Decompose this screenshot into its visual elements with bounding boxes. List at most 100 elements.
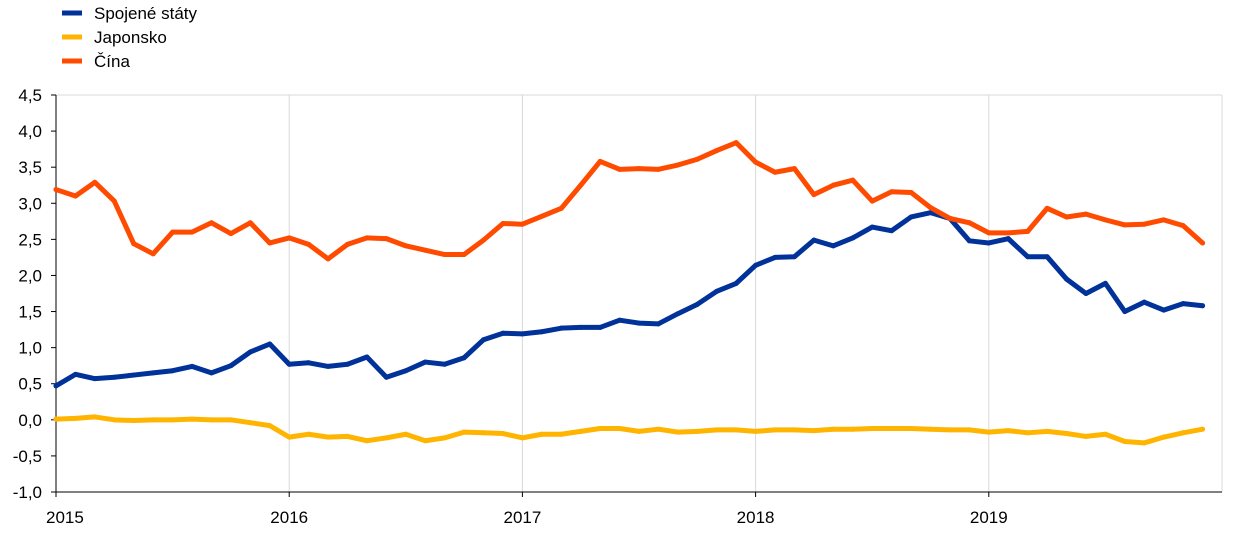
data-point — [228, 363, 234, 369]
data-point — [753, 159, 759, 165]
data-point — [1064, 214, 1070, 220]
data-point — [53, 383, 59, 389]
data-point — [733, 427, 739, 433]
y-tick-label: 3,0 — [18, 194, 42, 213]
data-point — [1064, 276, 1070, 282]
data-point — [345, 361, 350, 367]
legend-label: Japonsko — [94, 28, 167, 47]
data-point — [791, 166, 797, 172]
data-point — [92, 414, 98, 420]
y-tick-label: 4,0 — [18, 122, 42, 141]
y-tick-label: 2,0 — [18, 266, 42, 285]
data-point — [966, 220, 972, 226]
data-point — [1200, 240, 1206, 246]
data-point — [170, 368, 176, 374]
data-point — [208, 417, 214, 423]
y-axis: -1,0 -0,5 0,0 0,5 1,0 1,5 2,0 2,5 3,0 3,5 4,0 4,5 — [13, 86, 57, 502]
data-point — [364, 354, 370, 360]
data-point — [461, 252, 467, 258]
data-point — [1180, 430, 1186, 436]
y-tick-label: 3,5 — [18, 158, 42, 177]
data-point — [1083, 211, 1089, 217]
data-point — [247, 420, 253, 426]
data-point — [539, 329, 545, 335]
data-point — [1161, 217, 1167, 223]
data-point — [1044, 428, 1050, 434]
data-point — [247, 220, 253, 226]
series-line — [53, 140, 1206, 262]
data-point — [617, 166, 623, 172]
series-group — [53, 414, 1206, 446]
data-point — [170, 229, 176, 235]
data-point — [753, 428, 759, 434]
data-point — [694, 428, 700, 434]
data-point — [1200, 303, 1206, 309]
data-point — [442, 252, 448, 258]
data-point — [830, 426, 836, 432]
data-point — [675, 429, 681, 435]
data-point — [772, 254, 778, 260]
data-point — [461, 429, 467, 435]
data-point — [228, 417, 234, 423]
y-tick-label: 0,0 — [18, 411, 42, 430]
data-point — [947, 427, 953, 433]
data-point — [325, 434, 331, 440]
data-point — [908, 425, 914, 431]
data-point — [655, 426, 661, 432]
series-group — [53, 140, 1206, 262]
data-point — [558, 431, 564, 437]
series-group — [53, 210, 1206, 389]
data-point — [442, 361, 448, 367]
data-point — [869, 198, 875, 204]
data-point — [1005, 230, 1011, 236]
data-point — [228, 231, 234, 237]
data-point — [636, 166, 642, 172]
data-point — [908, 214, 914, 220]
data-point — [617, 317, 623, 323]
data-point — [111, 417, 117, 423]
data-point — [383, 435, 389, 441]
data-point — [247, 349, 253, 355]
data-point — [1025, 430, 1031, 436]
data-point — [578, 428, 584, 434]
y-tick-label: 1,5 — [18, 303, 42, 322]
data-point — [403, 243, 409, 249]
data-point — [131, 418, 137, 424]
data-point — [383, 236, 389, 242]
data-point — [150, 417, 156, 423]
data-point — [1122, 222, 1128, 228]
data-point — [72, 193, 78, 199]
data-point — [267, 240, 273, 246]
data-point — [1064, 431, 1070, 437]
y-tick-label: -0,5 — [13, 447, 42, 466]
data-point — [364, 235, 370, 241]
data-point — [714, 148, 720, 154]
data-point — [597, 425, 603, 431]
data-point — [1102, 431, 1108, 437]
data-point — [617, 425, 623, 431]
data-point — [519, 331, 525, 337]
y-tick-label: -1,0 — [13, 483, 42, 502]
x-tick-label: 2016 — [270, 508, 308, 527]
data-point — [791, 254, 797, 260]
data-point — [1102, 217, 1108, 223]
data-point — [1025, 254, 1031, 260]
data-point — [1044, 254, 1050, 260]
data-point — [694, 301, 700, 307]
data-point — [189, 363, 195, 369]
data-point — [150, 251, 156, 257]
data-point — [1180, 223, 1186, 229]
series-layer — [53, 140, 1206, 446]
data-point — [403, 431, 409, 437]
data-point — [578, 182, 584, 188]
data-point — [170, 417, 176, 423]
data-point — [928, 210, 933, 216]
data-point — [986, 230, 992, 236]
data-point — [597, 158, 603, 164]
data-point — [1180, 301, 1186, 307]
data-point — [558, 325, 564, 331]
data-point — [908, 189, 914, 195]
data-point — [830, 182, 836, 188]
data-point — [753, 262, 759, 268]
legend-label: Spojené státy — [94, 4, 198, 23]
